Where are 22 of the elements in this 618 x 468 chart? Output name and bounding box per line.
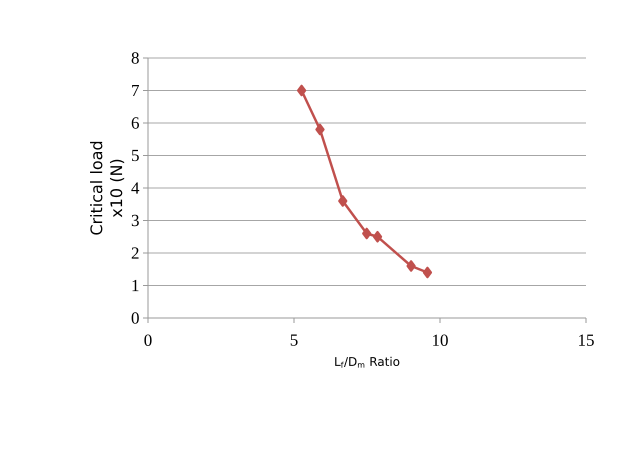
x-axis-title: L$_{f}$/D$_{m}$ Ratio: [335, 356, 400, 368]
y-axis-title: Critical load x10 (N): [90, 142, 124, 235]
x-tick-label: 5: [290, 334, 298, 346]
y-tick-label: 1: [132, 280, 138, 292]
point: [362, 228, 372, 240]
point: [338, 195, 348, 207]
x-tick-label: 15: [579, 334, 594, 346]
point: [372, 231, 382, 242]
y-tick-label: 0: [132, 312, 139, 324]
point: [422, 266, 432, 278]
point: [315, 124, 325, 136]
y-tick-label: 6: [132, 117, 139, 129]
point: [296, 84, 306, 96]
y-tick-label: 3: [132, 214, 139, 226]
point: [406, 260, 416, 272]
x-tick-label: 0: [144, 334, 152, 346]
y-tick-label: 2: [132, 247, 139, 259]
x-tick-label: 10: [433, 334, 448, 346]
y-tick-label: 4: [131, 182, 140, 194]
y-tick-label: 5: [132, 150, 139, 162]
y-tick-label: 7: [132, 84, 139, 96]
y-tick-label: 8: [132, 52, 139, 64]
